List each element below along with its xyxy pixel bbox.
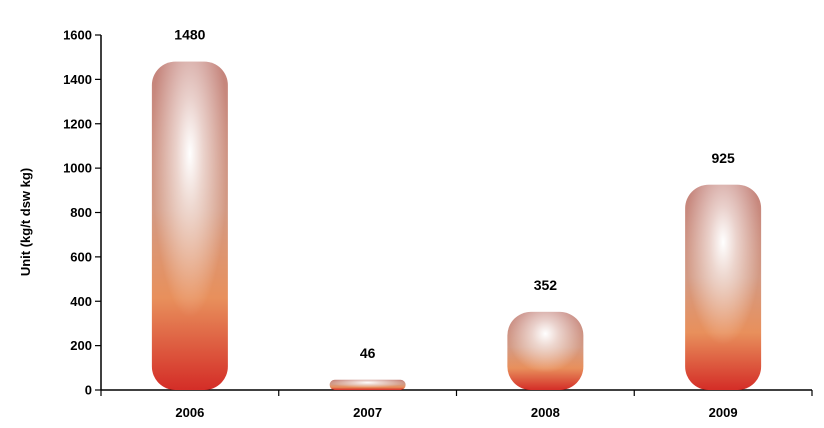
y-tick-label: 1000 bbox=[63, 161, 92, 176]
data-labels-group: 1480 46 352 925 bbox=[174, 27, 735, 361]
data-label: 1480 bbox=[174, 27, 205, 43]
y-tick-label: 400 bbox=[70, 294, 92, 309]
y-tick-label: 800 bbox=[70, 205, 92, 220]
y-axis-title: Unit (kg/t dsw kg) bbox=[18, 168, 33, 276]
y-tick-label: 1600 bbox=[63, 28, 92, 43]
x-tick-label: 2008 bbox=[531, 405, 560, 420]
data-label: 46 bbox=[360, 345, 376, 361]
y-tick-label: 600 bbox=[70, 249, 92, 264]
data-label: 925 bbox=[711, 150, 735, 166]
y-axis: 0 200 400 600 800 1000 1200 1400 1600 bbox=[63, 28, 102, 398]
x-tick-label: 2007 bbox=[353, 405, 382, 420]
y-tick-label: 0 bbox=[85, 383, 92, 398]
x-tick-label: 2009 bbox=[709, 405, 738, 420]
x-axis: 2006 2007 2008 2009 bbox=[100, 389, 813, 420]
bar-highlight bbox=[685, 184, 762, 390]
y-tick-label: 1200 bbox=[63, 116, 92, 131]
bars-group bbox=[151, 61, 762, 390]
bar-highlight bbox=[151, 61, 228, 390]
data-label: 352 bbox=[534, 277, 558, 293]
x-tick-label: 2006 bbox=[175, 405, 204, 420]
bar-highlight bbox=[329, 379, 406, 390]
bar-highlight bbox=[507, 311, 584, 390]
y-tick-label: 1400 bbox=[63, 72, 92, 87]
y-tick-label: 200 bbox=[70, 338, 92, 353]
